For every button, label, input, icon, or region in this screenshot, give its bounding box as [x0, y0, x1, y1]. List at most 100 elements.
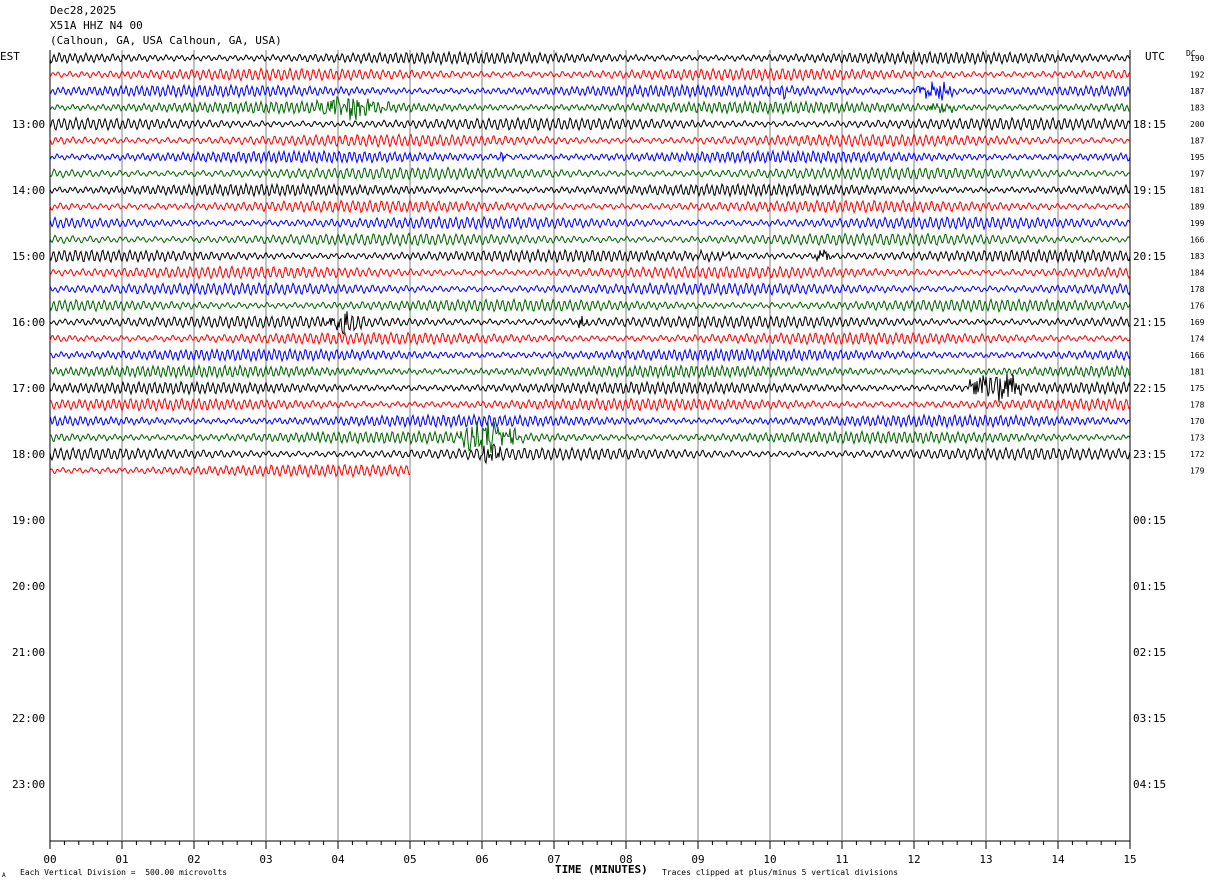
dc-value-label: 166 — [1190, 236, 1205, 245]
left-hour-label: 23:00 — [12, 778, 45, 791]
dc-value-label: 166 — [1190, 351, 1205, 360]
x-tick-label: 04 — [331, 853, 345, 866]
x-tick-label: 13 — [979, 853, 992, 866]
x-tick-label: 15 — [1123, 853, 1136, 866]
right-hour-label: 01:15 — [1133, 580, 1166, 593]
dc-value-label: 200 — [1190, 120, 1205, 129]
right-hour-label: 00:15 — [1133, 514, 1166, 527]
seismic-trace — [49, 95, 1131, 121]
dc-value-label: 173 — [1190, 434, 1205, 443]
x-axis-title: TIME (MINUTES) — [555, 863, 648, 876]
dc-value-label: 183 — [1190, 252, 1205, 261]
seismic-trace — [49, 265, 1131, 280]
seismic-trace — [49, 281, 1131, 297]
seismic-trace — [49, 149, 1131, 165]
seismic-trace — [49, 166, 1131, 181]
seismic-trace — [49, 133, 1131, 149]
x-tick-label: 02 — [187, 853, 200, 866]
dc-value-label: 181 — [1190, 368, 1205, 377]
right-hour-label: 04:15 — [1133, 778, 1166, 791]
left-hour-label: 15:00 — [12, 250, 45, 263]
dc-value-label: 187 — [1190, 87, 1205, 96]
seismic-trace — [49, 231, 1131, 248]
seismic-trace — [49, 373, 1131, 403]
left-hour-label: 14:00 — [12, 184, 45, 197]
seismic-trace — [49, 81, 1131, 101]
x-tick-label: 10 — [763, 853, 776, 866]
dc-label: DC — [1186, 49, 1196, 58]
seismic-trace — [49, 421, 1131, 453]
right-timezone-label: UTC — [1145, 50, 1165, 63]
dc-value-label: 197 — [1190, 170, 1205, 179]
right-hour-label: 23:15 — [1133, 448, 1166, 461]
right-hour-label: 21:15 — [1133, 316, 1166, 329]
dc-value-label: 176 — [1190, 302, 1205, 311]
x-tick-label: 01 — [115, 853, 128, 866]
right-hour-label: 03:15 — [1133, 712, 1166, 725]
seismic-trace — [49, 198, 1131, 215]
x-tick-label: 08 — [619, 853, 632, 866]
seismic-trace — [49, 463, 411, 479]
left-hour-label: 13:00 — [12, 118, 45, 131]
left-hour-label: 20:00 — [12, 580, 45, 593]
station-label: X51A HHZ N4 00 — [50, 19, 143, 32]
dc-value-label: 172 — [1190, 450, 1205, 459]
x-tick-label: 06 — [475, 853, 488, 866]
right-hour-label: 22:15 — [1133, 382, 1166, 395]
seismic-trace — [49, 248, 1131, 264]
dc-value-label: 183 — [1190, 104, 1205, 113]
left-hour-label: 21:00 — [12, 646, 45, 659]
seismic-trace — [49, 397, 1131, 413]
dc-value-label: 192 — [1190, 71, 1205, 80]
seismic-trace — [49, 215, 1131, 231]
seismic-trace — [49, 297, 1131, 314]
x-tick-label: 07 — [547, 853, 560, 866]
dc-value-label: 178 — [1190, 285, 1205, 294]
dc-value-label: 181 — [1190, 186, 1205, 195]
left-hour-label: 22:00 — [12, 712, 45, 725]
dc-value-label: 175 — [1190, 384, 1205, 393]
seismic-trace — [49, 50, 1131, 66]
seismic-trace — [49, 311, 1131, 335]
right-hour-label: 18:15 — [1133, 118, 1166, 131]
right-hour-label: 02:15 — [1133, 646, 1166, 659]
corner-mark: A — [2, 872, 6, 879]
x-tick-label: 12 — [907, 853, 920, 866]
x-tick-label: 14 — [1051, 853, 1065, 866]
x-tick-label: 09 — [691, 853, 704, 866]
right-hour-label: 20:15 — [1133, 250, 1166, 263]
x-tick-label: 03 — [259, 853, 272, 866]
left-timezone-label: EST — [0, 50, 20, 63]
dc-value-label: 184 — [1190, 269, 1205, 278]
dc-value-label: 195 — [1190, 153, 1205, 162]
seismic-trace — [49, 347, 1131, 363]
dc-value-label: 199 — [1190, 219, 1205, 228]
dc-value-label: 169 — [1190, 318, 1205, 327]
seismic-trace — [49, 331, 1131, 346]
dc-value-label: 170 — [1190, 417, 1205, 426]
x-tick-label: 11 — [835, 853, 848, 866]
x-tick-label: 05 — [403, 853, 416, 866]
dc-value-label: 190 — [1190, 54, 1205, 63]
left-hour-label: 17:00 — [12, 382, 45, 395]
seismic-trace — [49, 443, 1131, 465]
left-hour-label: 16:00 — [12, 316, 45, 329]
location-label: (Calhoun, GA, USA Calhoun, GA, USA) — [50, 34, 282, 47]
date-label: Dec28,2025 — [50, 4, 117, 17]
seismic-trace — [49, 363, 1131, 380]
left-hour-label: 19:00 — [12, 514, 45, 527]
dc-value-label: 178 — [1190, 401, 1205, 410]
seismic-trace — [49, 182, 1131, 198]
seismic-trace — [49, 116, 1131, 132]
footer-scale-note: Each Vertical Division = 500.00 microvol… — [20, 868, 228, 877]
dc-value-label: 189 — [1190, 203, 1205, 212]
dc-value-label: 179 — [1190, 467, 1205, 476]
dc-value-label: 187 — [1190, 137, 1205, 146]
footer-clip-note: Traces clipped at plus/minus 5 vertical … — [662, 868, 899, 877]
x-tick-label: 00 — [43, 853, 56, 866]
seismic-trace — [49, 66, 1131, 82]
right-hour-label: 19:15 — [1133, 184, 1166, 197]
seismic-trace — [49, 413, 1131, 429]
left-hour-label: 18:00 — [12, 448, 45, 461]
